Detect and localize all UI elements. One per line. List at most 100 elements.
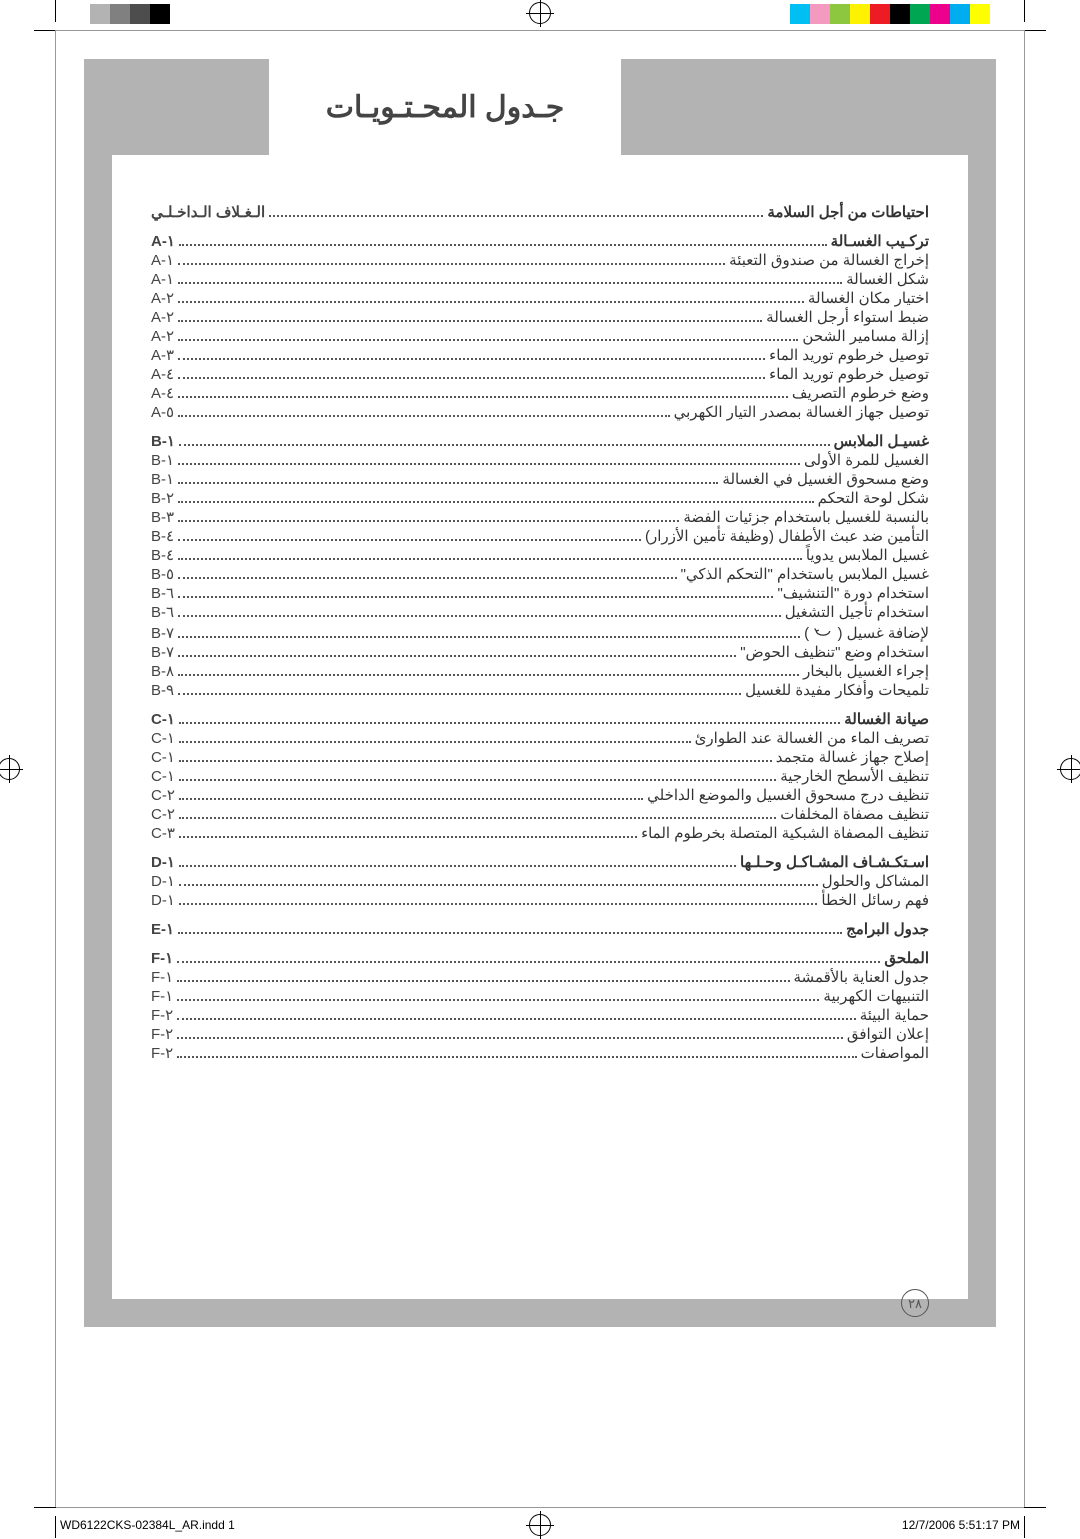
toc-item-title: فهم رسائل الخطأ bbox=[821, 893, 929, 908]
toc-leader-dots bbox=[179, 779, 776, 781]
toc-item-page: B-٦ bbox=[151, 605, 174, 620]
toc-item-page: B-٧ bbox=[151, 645, 174, 660]
toc-leader-dots bbox=[178, 520, 679, 522]
toc-section-title: الملحق bbox=[884, 951, 929, 966]
toc-item: تنظيف مصفاة المخلفاتC-٢ bbox=[151, 807, 929, 822]
toc-section-page: الـغـلاف الـداخـلـي bbox=[151, 205, 265, 220]
toc-leader-dots bbox=[179, 798, 643, 800]
toc-leader-dots bbox=[177, 980, 789, 982]
toc-item-page: B-٩ bbox=[151, 683, 174, 698]
toc-leader-dots bbox=[178, 320, 762, 322]
toc-item-page: B-٨ bbox=[151, 664, 174, 679]
toc-item-page: A-١ bbox=[151, 272, 174, 287]
toc-item: حماية البيئة F-٢ bbox=[151, 1008, 929, 1023]
toc-item-title: التأمين ضد عبث الأطفال (وظيفة تأمين الأز… bbox=[645, 529, 929, 544]
toc-leader-dots bbox=[178, 339, 798, 341]
toc-item: تنظيف الأسطح الخارجيةC-١ bbox=[151, 769, 929, 784]
toc-item-page: A-٥ bbox=[151, 405, 174, 420]
toc-section-header: تركـيب الغسـالةA-١ bbox=[151, 234, 929, 249]
color-swatch bbox=[890, 4, 910, 24]
toc-section-header: الملحقF-١ bbox=[151, 951, 929, 966]
toc-item-title: وضع خرطوم التصريف bbox=[792, 386, 929, 401]
cycle-icon bbox=[813, 624, 833, 638]
color-swatch bbox=[110, 4, 130, 24]
toc-leader-dots bbox=[179, 817, 776, 819]
registration-mark-right bbox=[1060, 758, 1080, 780]
toc-section-title: غسيـل الملابس bbox=[834, 434, 929, 449]
toc-leader-dots bbox=[178, 358, 765, 360]
page-frame: جـدول المحـتـويـات احتياطات من أجل السلا… bbox=[55, 30, 1025, 1508]
toc-item-title: غسيل الملابس يدوياً bbox=[806, 548, 929, 563]
toc-leader-dots bbox=[179, 903, 817, 905]
toc-leader-dots bbox=[178, 501, 814, 503]
toc-item-page: F-١ bbox=[151, 970, 173, 985]
registration-mark-left bbox=[0, 758, 20, 780]
footer-filename: WD6122CKS-02384L_AR.indd 1 bbox=[60, 1518, 235, 1532]
toc-section: احتياطات من أجل السلامة الـغـلاف الـداخـل… bbox=[151, 205, 929, 220]
color-swatch bbox=[790, 4, 810, 24]
toc-section-title: جدول البرامج bbox=[846, 922, 929, 937]
toc-section-page: D-١ bbox=[151, 855, 175, 870]
toc-section: تركـيب الغسـالةA-١إخراج الغسالة من صندوق… bbox=[151, 234, 929, 420]
toc-leader-dots bbox=[178, 655, 736, 657]
toc-leader-dots bbox=[178, 596, 773, 598]
toc-section-title: احتياطات من أجل السلامة bbox=[767, 205, 929, 220]
color-swatch bbox=[90, 4, 110, 24]
toc-leader-dots bbox=[179, 760, 772, 762]
toc-item-page: D-١ bbox=[151, 893, 175, 908]
toc-item-page: C-٣ bbox=[151, 826, 175, 841]
toc-item: إزالة مسامير الشحنA-٢ bbox=[151, 329, 929, 344]
toc-leader-dots bbox=[178, 377, 765, 379]
toc-leader-dots bbox=[179, 444, 830, 446]
toc-item-page: B-٥ bbox=[151, 567, 174, 582]
toc-item: تنظيف درج مسحوق الغسيل والموضع الداخليC-… bbox=[151, 788, 929, 803]
toc-item: المشاكل والحلول D-١ bbox=[151, 874, 929, 889]
toc-item-title: شكل لوحة التحكم bbox=[818, 491, 929, 506]
toc-item-title: استخدام تأجيل التشغيل bbox=[785, 605, 929, 620]
color-swatch bbox=[130, 4, 150, 24]
toc-item-title: ضبط استواء أرجل الغسالة bbox=[766, 310, 929, 325]
toc-section-title: اسـتكـشـاف المشـاكـل وحـلـها bbox=[740, 855, 929, 870]
toc-item: وضع خرطوم التصريفA-٤ bbox=[151, 386, 929, 401]
toc-item-title: غسيل الملابس باستخدام "التحكم الذكي" bbox=[681, 567, 929, 582]
toc-item: وضع مسحوق الغسيل في الغسالةB-١ bbox=[151, 472, 929, 487]
toc-leader-dots bbox=[177, 1037, 843, 1039]
toc-leader-dots bbox=[179, 884, 818, 886]
toc-leader-dots bbox=[178, 482, 718, 484]
toc-item: توصيل جهاز الغسالة بمصدر التيار الكهربيA… bbox=[151, 405, 929, 420]
toc-item: جدول العناية بالأقمشة F-١ bbox=[151, 970, 929, 985]
toc-leader-dots bbox=[178, 415, 670, 417]
toc-item: استخدام وضع "تنظيف الحوض"B-٧ bbox=[151, 645, 929, 660]
toc-item-title: جدول العناية بالأقمشة bbox=[794, 970, 929, 985]
toc-item-title: المشاكل والحلول bbox=[822, 874, 929, 889]
toc-item-title: توصيل خرطوم توريد الماء bbox=[769, 348, 929, 363]
color-bar-left bbox=[90, 4, 170, 24]
toc-item-title: اختيار مكان الغسالة bbox=[808, 291, 929, 306]
toc-item-title: شكل الغسالة bbox=[846, 272, 929, 287]
toc-section-header: جدول البرامجE-١ bbox=[151, 922, 929, 937]
page-number-badge: ٢٨ bbox=[901, 1289, 929, 1317]
toc-item-page: F-٢ bbox=[151, 1008, 173, 1023]
toc-item-page: F-٢ bbox=[151, 1027, 173, 1042]
toc-leader-dots bbox=[177, 1018, 856, 1020]
toc-leader-dots bbox=[178, 615, 781, 617]
toc-item-title: تلميحات وأفكار مفيدة للغسيل bbox=[745, 683, 929, 698]
toc-item-page: A-٢ bbox=[151, 291, 174, 306]
toc-leader-dots bbox=[178, 396, 788, 398]
color-swatch bbox=[970, 4, 990, 24]
color-swatch bbox=[850, 4, 870, 24]
footer: WD6122CKS-02384L_AR.indd 1 12/7/2006 5:5… bbox=[60, 1518, 1020, 1532]
toc-leader-dots bbox=[178, 674, 799, 676]
toc-item-title: إزالة مسامير الشحن bbox=[802, 329, 929, 344]
toc-item-page: B-٦ bbox=[151, 586, 174, 601]
color-swatch bbox=[810, 4, 830, 24]
toc-item-title: حماية البيئة bbox=[860, 1008, 929, 1023]
footer-timestamp: 12/7/2006 5:51:17 PM bbox=[902, 1518, 1020, 1532]
toc-item: لإضافة غسيل ( )B-٧ bbox=[151, 624, 929, 641]
toc-item-page: B-٤ bbox=[151, 529, 174, 544]
toc-item-page: B-٧ bbox=[151, 626, 174, 641]
toc-leader-dots bbox=[177, 961, 880, 963]
toc-item-title: تنظيف الأسطح الخارجية bbox=[780, 769, 929, 784]
toc-item-page: D-١ bbox=[151, 874, 175, 889]
toc-item-page: B-١ bbox=[151, 453, 174, 468]
